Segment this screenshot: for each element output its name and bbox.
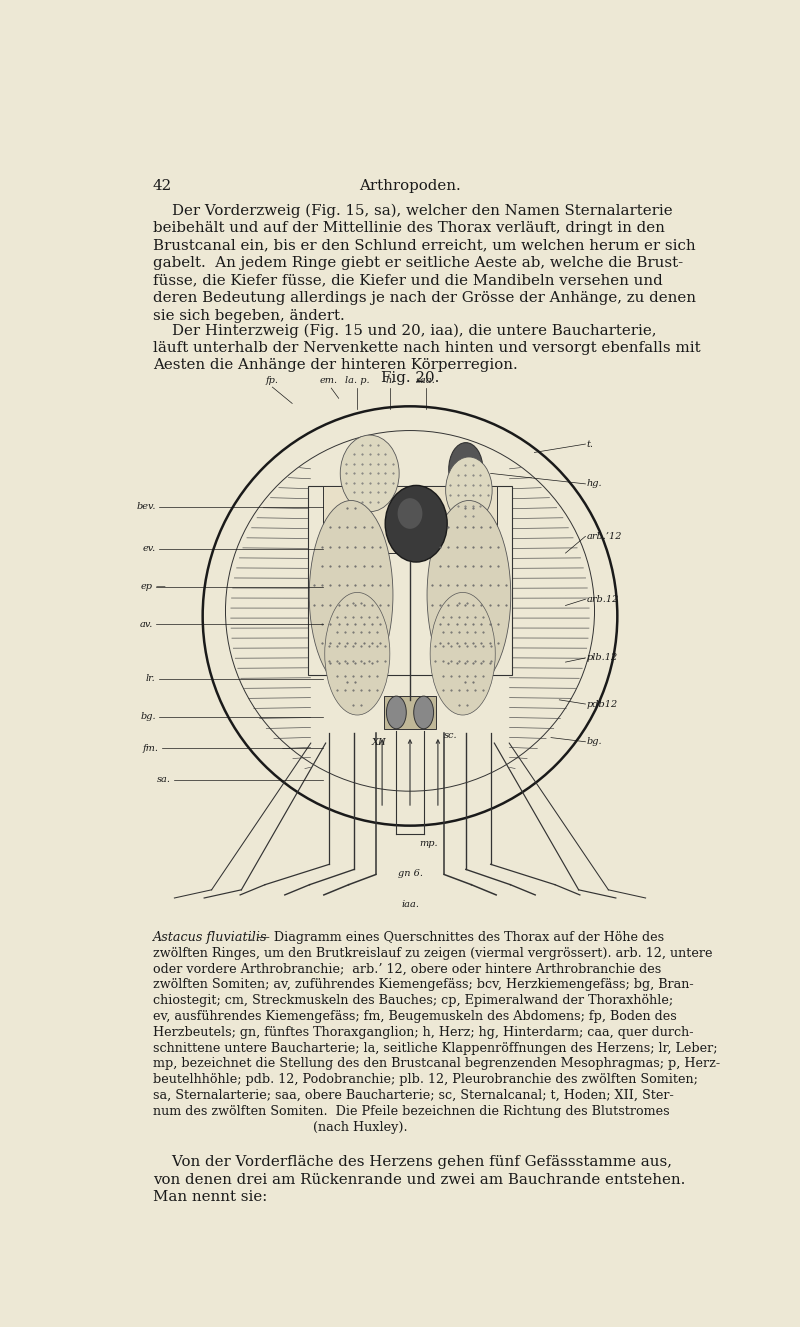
Text: iaa.: iaa. [401, 900, 419, 909]
Text: Arthropoden.: Arthropoden. [359, 179, 461, 192]
Bar [308, 486, 512, 674]
Text: 42: 42 [153, 179, 172, 192]
Ellipse shape [430, 592, 495, 715]
Text: em.: em. [319, 376, 338, 385]
Text: lr.: lr. [146, 674, 156, 683]
Text: ev, ausführendes Kiemengefäss; fm, Beugemuskeln des Abdomens; fp, Boden des: ev, ausführendes Kiemengefäss; fm, Beuge… [153, 1010, 677, 1023]
Circle shape [414, 697, 434, 729]
Ellipse shape [202, 406, 618, 825]
Text: sa, Sternalarterie; saa, obere Baucharterie; sc, Sternalcanal; t, Hoden; XII, St: sa, Sternalarterie; saa, obere Baucharte… [153, 1089, 674, 1101]
Text: Der Hinterzweig (Fig. 15 und 20, iaa), die untere Baucharterie,: Der Hinterzweig (Fig. 15 und 20, iaa), d… [153, 324, 656, 337]
Text: beutelhhöhle; pdb. 12, Podobranchie; plb. 12, Pleurobranchie des zwölften Somite: beutelhhöhle; pdb. 12, Podobranchie; plb… [153, 1074, 698, 1087]
Text: bg.: bg. [140, 713, 156, 721]
Text: num des zwölften Somiten.  Die Pfeile bezeichnen die Richtung des Blutstromes: num des zwölften Somiten. Die Pfeile bez… [153, 1105, 670, 1117]
Ellipse shape [427, 500, 510, 690]
Ellipse shape [325, 592, 390, 715]
Text: von denen drei am Rückenrande und zwei am Bauchrande entstehen.: von denen drei am Rückenrande und zwei a… [153, 1173, 685, 1186]
Text: la. p.: la. p. [345, 376, 370, 385]
Text: gabelt.  An jedem Ringe giebt er seitliche Aeste ab, welche die Brust-: gabelt. An jedem Ringe giebt er seitlich… [153, 256, 683, 269]
Bar [323, 486, 497, 553]
Text: pdb12: pdb12 [586, 699, 618, 709]
Ellipse shape [340, 435, 399, 512]
Text: fp.: fp. [266, 376, 279, 385]
Text: XII: XII [372, 738, 386, 747]
Text: fm.: fm. [143, 743, 159, 752]
Text: zwölften Somiten; av, zuführendes Kiemengefäss; bcv, Herzkiemengefäss; bg, Bran-: zwölften Somiten; av, zuführendes Kiemen… [153, 978, 694, 991]
Text: sie sich begeben, ändert.: sie sich begeben, ändert. [153, 309, 345, 322]
Text: bg.: bg. [586, 738, 602, 746]
Text: Astacus fluviatilis: Astacus fluviatilis [153, 930, 267, 943]
Text: läuft unterhalb der Nervenkette nach hinten und versorgt ebenfalls mit: läuft unterhalb der Nervenkette nach hin… [153, 341, 700, 354]
Text: sc.: sc. [444, 731, 458, 740]
Text: (nach Huxley).: (nach Huxley). [153, 1121, 407, 1133]
Text: . — Diagramm eines Querschnittes des Thorax auf der Höhe des: . — Diagramm eines Querschnittes des Tho… [249, 930, 664, 943]
Circle shape [386, 697, 406, 729]
Text: beibehält und auf der Mittellinie des Thorax verläuft, dringt in den: beibehält und auf der Mittellinie des Th… [153, 220, 665, 235]
Text: chiostegit; cm, Streckmuskeln des Bauches; cp, Epimeralwand der Thoraxhöhle;: chiostegit; cm, Streckmuskeln des Bauche… [153, 994, 673, 1007]
Text: av.: av. [139, 620, 153, 629]
Text: Man nennt sie:: Man nennt sie: [153, 1190, 267, 1204]
Text: schnittene untere Baucharterie; la, seitliche Klappenröffnungen des Herzens; lr,: schnittene untere Baucharterie; la, seit… [153, 1042, 718, 1055]
Text: Aesten die Anhänge der hinteren Körperregion.: Aesten die Anhänge der hinteren Körperre… [153, 358, 518, 373]
Text: arb.’12: arb.’12 [586, 532, 622, 541]
Text: hg.: hg. [586, 479, 602, 488]
Bar [384, 697, 436, 729]
Text: gn 6.: gn 6. [398, 869, 422, 878]
Text: deren Bedeutung allerdings je nach der Grösse der Anhänge, zu denen: deren Bedeutung allerdings je nach der G… [153, 291, 696, 305]
Ellipse shape [449, 443, 483, 496]
Text: zwölften Ringes, um den Brutkreislauf zu zeigen (viermal vergrössert). arb. 12, : zwölften Ringes, um den Brutkreislauf zu… [153, 946, 712, 959]
Ellipse shape [310, 500, 393, 690]
Text: plb.12: plb.12 [586, 653, 618, 662]
Text: füsse, die Kiefer füsse, die Kiefer und die Mandibeln versehen und: füsse, die Kiefer füsse, die Kiefer und … [153, 273, 662, 288]
Text: —: — [156, 583, 166, 591]
Text: t.: t. [586, 439, 594, 449]
Text: Fig. 20.: Fig. 20. [381, 370, 439, 385]
Text: sa.: sa. [158, 775, 171, 784]
Ellipse shape [398, 498, 422, 529]
Text: ev.: ev. [142, 544, 156, 553]
Text: Herzbeutels; gn, fünftes Thoraxganglion; h, Herz; hg, Hinterdarm; caa, quer durc: Herzbeutels; gn, fünftes Thoraxganglion;… [153, 1026, 693, 1039]
Text: ep: ep [141, 583, 153, 591]
Ellipse shape [386, 486, 447, 563]
Text: arb.12: arb.12 [586, 594, 619, 604]
Text: bev.: bev. [136, 503, 156, 511]
Text: Brustcanal ein, bis er den Schlund erreicht, um welchen herum er sich: Brustcanal ein, bis er den Schlund errei… [153, 239, 695, 252]
Ellipse shape [446, 456, 492, 523]
Text: saa.: saa. [415, 376, 435, 385]
Text: mp, bezeichnet die Stellung des den Brustcanal begrenzenden Mesophragmas; p, Her: mp, bezeichnet die Stellung des den Brus… [153, 1058, 720, 1071]
Text: Von der Vorderfläche des Herzens gehen fünf Gefässstamme aus,: Von der Vorderfläche des Herzens gehen f… [153, 1154, 672, 1169]
Text: Der Vorderzweig (Fig. 15, sa), welcher den Namen Sternalarterie: Der Vorderzweig (Fig. 15, sa), welcher d… [153, 203, 672, 218]
Text: h.: h. [386, 376, 395, 385]
Text: mp.: mp. [419, 839, 438, 848]
Text: oder vordere Arthrobranchie;  arb.’ 12, obere oder hintere Arthrobranchie des: oder vordere Arthrobranchie; arb.’ 12, o… [153, 962, 661, 975]
